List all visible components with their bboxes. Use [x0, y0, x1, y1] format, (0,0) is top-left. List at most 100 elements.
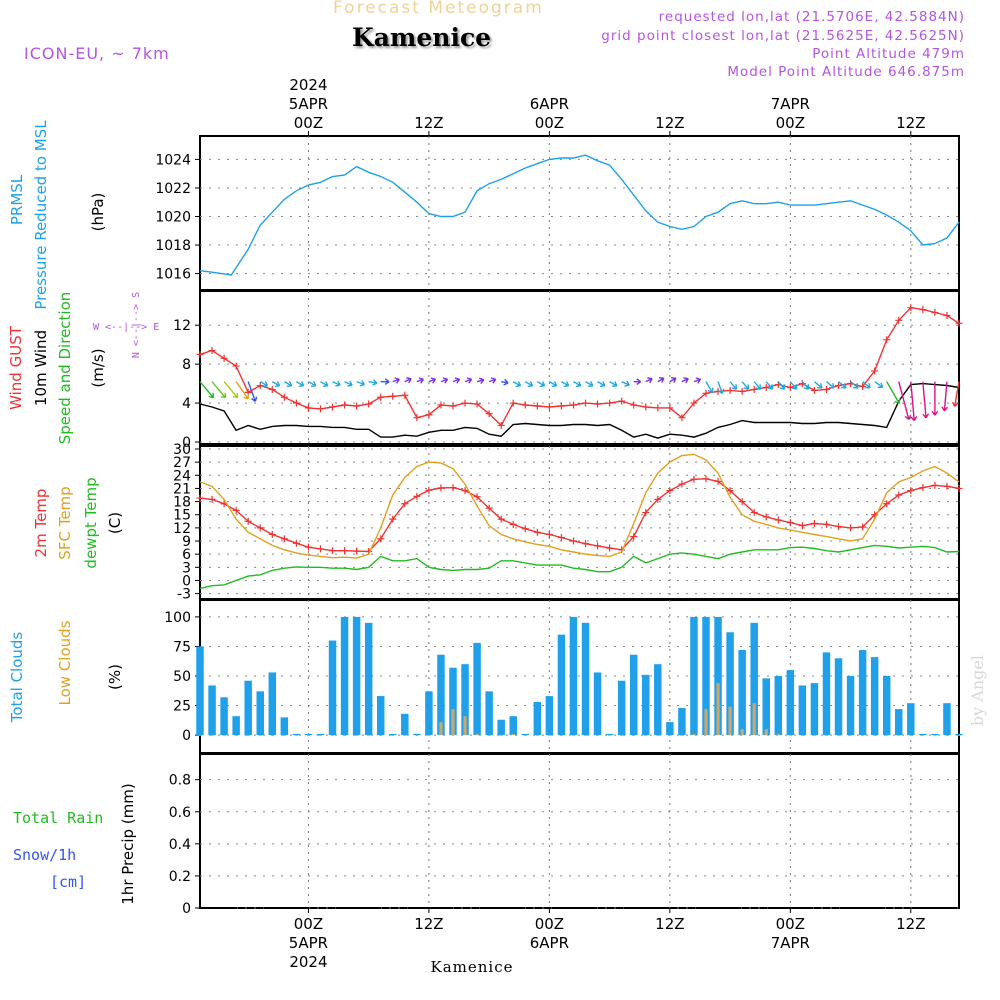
clouds-bar	[403, 735, 407, 736]
top-time-label: 2024	[289, 76, 327, 94]
clouds-bar	[425, 691, 433, 736]
clouds-axis-label: Total Clouds	[8, 632, 26, 724]
precip-panel: 0 0.2 0.4 0.6 0.8 Total Rain Snow/1h [cm] 1hr Pr…	[13, 753, 960, 917]
wind-point-marker	[919, 306, 927, 314]
clouds-bar	[798, 685, 807, 736]
model-altitude: Model Point Altitude 646.875m	[727, 64, 965, 80]
wind-arrow	[838, 381, 847, 389]
wind-point-marker	[582, 399, 590, 407]
bottom-time-label: 5APR	[289, 934, 328, 952]
clouds-bar	[933, 735, 937, 736]
clouds-bar	[680, 735, 684, 736]
wind-arrow	[886, 381, 901, 405]
clouds-bar	[583, 735, 588, 736]
clouds-bar	[644, 735, 648, 736]
wind-point-marker	[268, 385, 276, 393]
temperature-point-marker	[232, 506, 240, 514]
temperature-point-marker	[786, 519, 794, 527]
clouds-bar	[401, 713, 409, 736]
wind-point-marker	[497, 421, 505, 429]
clouds-bar	[921, 735, 925, 736]
precip-ytick-label: 0.2	[169, 869, 191, 885]
temperature-point-marker	[847, 524, 855, 532]
clouds-bar	[352, 616, 361, 736]
wind-arrow	[597, 381, 606, 387]
wind-point-marker	[521, 401, 529, 409]
clouds-bar	[786, 670, 795, 736]
temperature-point-marker	[256, 524, 264, 532]
wind-point-marker	[545, 403, 553, 411]
temperature-point-marker	[678, 480, 686, 488]
clouds-panel: 0 25 50 75 100 Total Clouds Low Clouds (%)	[8, 599, 963, 754]
temperature-ytick-label: 9	[182, 534, 191, 550]
temperature-point-marker	[304, 543, 312, 551]
temperature-point-marker	[413, 492, 421, 500]
clouds-bar	[198, 735, 202, 736]
compass-ns: N <--|--> S	[131, 292, 142, 358]
clouds-bar	[559, 735, 564, 736]
temperature-frame	[199, 445, 960, 600]
clouds-bar	[367, 735, 371, 736]
pressure-series-line	[199, 154, 960, 276]
wind-point-marker	[859, 383, 867, 391]
wind-point-marker	[630, 401, 638, 409]
temperature-point-marker	[630, 533, 638, 541]
clouds-bar	[788, 735, 792, 736]
clouds-ytick-label: 50	[173, 669, 191, 685]
temperature-point-marker	[654, 495, 662, 503]
clouds-bar	[581, 622, 590, 736]
wind-point-marker	[569, 401, 577, 409]
wind-arrow	[777, 381, 786, 390]
temperature-point-marker	[461, 487, 469, 495]
wind-arrow	[332, 380, 341, 387]
clouds-bar	[463, 716, 467, 736]
clouds-bar	[882, 676, 891, 736]
clouds-bar	[437, 654, 445, 736]
wind-arrow	[223, 381, 239, 399]
wind-point-marker	[931, 309, 939, 317]
top-time-label: 6APR	[530, 95, 569, 113]
wind-arrow	[789, 381, 798, 390]
temperature-point-marker	[341, 547, 349, 555]
temperature-ytick-label: 12	[173, 521, 191, 537]
wind-axis-label: Wind GUST	[7, 325, 25, 410]
wind-point-marker	[907, 304, 915, 312]
clouds-bar	[885, 735, 889, 736]
wind-arrow	[296, 381, 305, 387]
clouds-bar	[895, 709, 903, 736]
temperature-point-marker	[485, 504, 493, 512]
pressure-axis-label: PRMSL	[8, 174, 26, 225]
wind-point-marker	[943, 311, 951, 319]
clouds-bar	[607, 735, 612, 736]
precip-label: Snow/1h	[13, 846, 76, 864]
clouds-bar	[762, 678, 770, 736]
bottom-time-label: 7APR	[771, 934, 810, 952]
temperature-point-marker	[329, 547, 337, 555]
wind-axis-label: 10m Wind	[32, 330, 50, 406]
temperature-point-marker	[509, 520, 517, 528]
wind-arrow	[693, 377, 702, 384]
clouds-bar	[870, 657, 879, 736]
clouds-bar	[379, 735, 383, 736]
temperature-point-marker	[582, 540, 590, 548]
wind-point-marker	[485, 410, 493, 418]
wind-arrow	[898, 381, 912, 421]
clouds-bar	[897, 735, 901, 736]
top-time-label: 12Z	[655, 114, 684, 132]
wind-arrow	[211, 381, 227, 399]
clouds-bar	[547, 735, 552, 736]
clouds-bar	[569, 616, 578, 736]
clouds-bar	[822, 652, 831, 736]
temperature-point-marker	[810, 520, 818, 527]
clouds-bar	[499, 735, 503, 736]
temperature-point-marker	[244, 517, 252, 525]
clouds-bar	[716, 683, 720, 736]
bottom-time-label: 00Z	[294, 915, 323, 933]
temperature-point-marker	[437, 484, 445, 492]
wind-point-marker	[473, 400, 481, 408]
wind-point-marker	[208, 347, 216, 355]
wind-point-marker	[365, 400, 373, 408]
wind-point-marker	[256, 382, 264, 390]
temperature-point-marker	[919, 484, 927, 492]
wind-arrow	[356, 380, 366, 387]
